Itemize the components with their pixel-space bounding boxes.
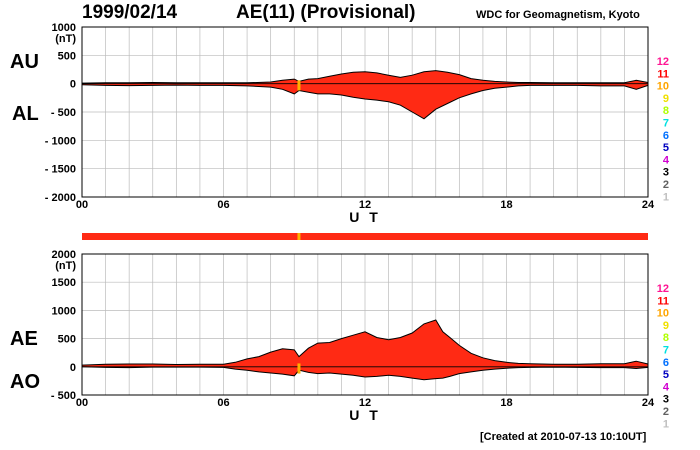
bottom-y-tick-label: - 500 bbox=[51, 390, 76, 402]
bottom-activity-level: 9 bbox=[663, 320, 669, 332]
bottom-activity-level: 11 bbox=[657, 295, 669, 307]
top-activity-level: 4 bbox=[663, 154, 670, 166]
chart-title: AE(11) (Provisional) bbox=[236, 2, 416, 23]
bottom-y-tick-label: 1000 bbox=[52, 305, 76, 317]
top-x-tick-label: 06 bbox=[217, 199, 229, 211]
created-footer: [Created at 2010-07-13 10:10UT] bbox=[480, 431, 647, 443]
top-plot-frame bbox=[81, 26, 649, 198]
top-activity-level: 9 bbox=[663, 93, 669, 105]
au-label: AU bbox=[10, 51, 39, 73]
bottom-y-tick-label: 0 bbox=[70, 362, 76, 374]
ae-label: AE bbox=[10, 328, 38, 350]
activity-bar-marker bbox=[297, 233, 301, 240]
top-y-tick-label: - 1500 bbox=[45, 164, 76, 176]
top-series-al bbox=[81, 84, 649, 120]
top-activity-level: 6 bbox=[663, 130, 669, 142]
bottom-y-tick-label: 2000 bbox=[52, 249, 76, 261]
bottom-x-tick-label: 18 bbox=[500, 397, 512, 409]
top-activity-level: 7 bbox=[663, 118, 669, 130]
top-activity-marker bbox=[297, 80, 301, 91]
bottom-activity-level: 2 bbox=[663, 406, 669, 418]
top-activity-level: 10 bbox=[657, 81, 669, 93]
bottom-activity-level: 8 bbox=[663, 332, 669, 344]
bottom-series-ae bbox=[81, 319, 649, 366]
bottom-activity-level: 5 bbox=[663, 369, 669, 381]
top-activity-level: 1 bbox=[663, 191, 669, 203]
bottom-activity-level: 4 bbox=[663, 381, 670, 393]
bottom-x-tick-label: 06 bbox=[217, 397, 229, 409]
bottom-series-ao bbox=[81, 366, 649, 381]
top-activity-level: 2 bbox=[663, 179, 669, 191]
top-envelope-fill bbox=[82, 70, 648, 119]
top-y-tick-label: - 500 bbox=[51, 107, 76, 119]
bottom-y-tick-label: 500 bbox=[58, 334, 76, 346]
top-y-tick-label: 0 bbox=[70, 79, 76, 91]
top-y-tick-label: 500 bbox=[58, 50, 76, 62]
top-activity-level: 12 bbox=[657, 56, 669, 68]
top-y-axis-label: (nT) bbox=[55, 33, 76, 45]
top-activity-level: 3 bbox=[663, 167, 669, 179]
bottom-x-tick-label: 00 bbox=[76, 397, 88, 409]
ao-label: AO bbox=[10, 371, 40, 393]
bottom-y-tick-label: 1500 bbox=[52, 277, 76, 289]
top-x-tick-label: 00 bbox=[76, 199, 88, 211]
top-series-au bbox=[81, 70, 649, 84]
top-activity-level: 8 bbox=[663, 105, 669, 117]
bottom-x-axis-label: U T bbox=[349, 407, 381, 423]
activity-bar bbox=[82, 233, 648, 240]
top-x-tick-label: 12 bbox=[359, 199, 371, 211]
top-y-tick-label: 1000 bbox=[52, 22, 76, 34]
bottom-activity-level: 7 bbox=[663, 345, 669, 357]
bottom-activity-level: 6 bbox=[663, 357, 669, 369]
bottom-x-tick-label: 24 bbox=[642, 397, 655, 409]
top-x-tick-label: 18 bbox=[500, 199, 512, 211]
bottom-activity-marker bbox=[297, 363, 301, 374]
al-label: AL bbox=[12, 103, 39, 125]
top-x-tick-label: 24 bbox=[642, 199, 655, 211]
bottom-plot-frame bbox=[81, 253, 649, 396]
top-x-axis-label: U T bbox=[349, 209, 381, 225]
source-label: WDC for Geomagnetism, Kyoto bbox=[476, 9, 640, 21]
bottom-y-axis-label: (nT) bbox=[55, 260, 76, 272]
top-activity-level: 5 bbox=[663, 142, 669, 154]
top-y-tick-label: - 1000 bbox=[45, 135, 76, 147]
bottom-activity-level: 3 bbox=[663, 394, 669, 406]
bottom-activity-level: 12 bbox=[657, 283, 669, 295]
bottom-activity-level: 1 bbox=[663, 418, 669, 430]
bottom-x-tick-label: 12 bbox=[359, 397, 371, 409]
date-label: 1999/02/14 bbox=[82, 2, 178, 23]
top-activity-level: 11 bbox=[657, 68, 669, 80]
bottom-activity-level: 10 bbox=[657, 308, 669, 320]
bottom-envelope-fill bbox=[82, 320, 648, 380]
top-y-tick-label: - 2000 bbox=[45, 192, 76, 204]
